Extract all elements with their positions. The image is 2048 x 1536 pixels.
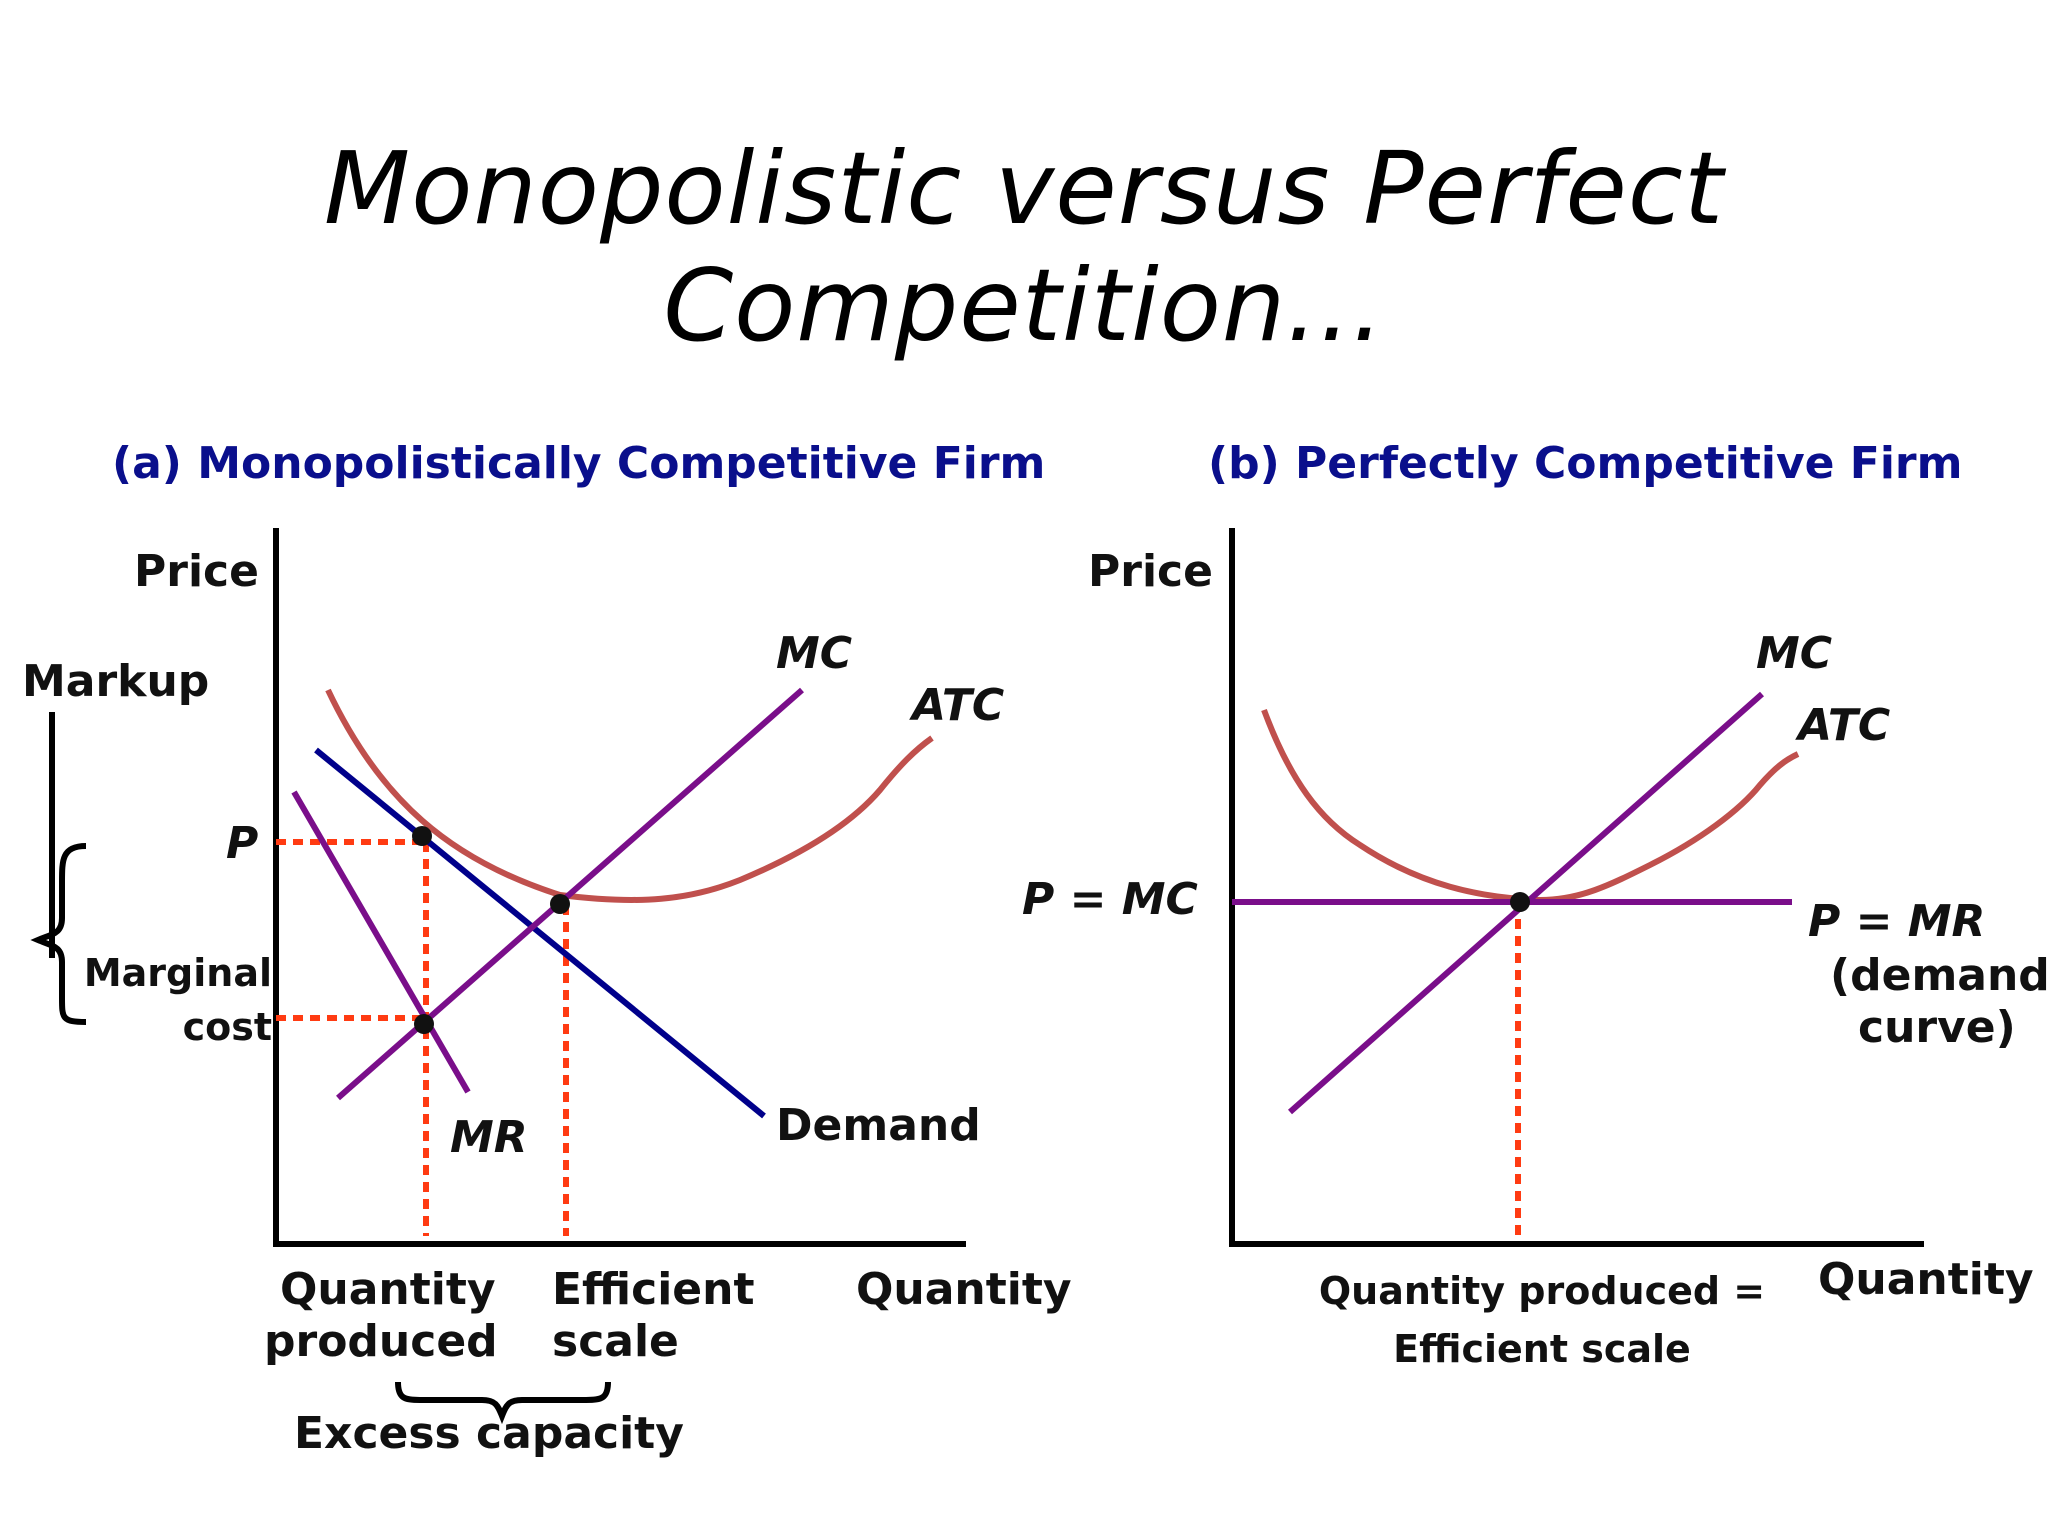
marginal-cost-label-line1: Marginal: [84, 951, 272, 995]
p-equals-mc-label: P = MC: [1022, 874, 1198, 925]
qty-produced-label-line1: Quantity produced =: [1319, 1269, 1765, 1313]
equilibrium-point: [1510, 892, 1530, 912]
mr-curve: [291, 790, 471, 1094]
panel-b-y-axis-label: Price: [1088, 546, 1213, 597]
atc-curve: [325, 688, 934, 903]
mc-label: MC: [776, 628, 852, 679]
qty-produced-label-line2: Efficient scale: [1393, 1327, 1691, 1371]
panel-b: (b) Perfectly Competitive Firm Price MC …: [1022, 438, 2048, 1371]
panel-a: (a) Monopolistically Competitive Firm Pr…: [22, 438, 1072, 1459]
slide-title: Monopolistic versus Perfect Competition.…: [323, 130, 1725, 364]
mc-label: MC: [1756, 628, 1832, 679]
mr-label: MR: [450, 1112, 528, 1163]
qty-produced-label-line1: Quantity: [280, 1264, 496, 1315]
efficient-scale-label-line2: scale: [552, 1316, 679, 1367]
demand-note-line2: curve): [1858, 1002, 2016, 1053]
panel-a-title: (a) Monopolistically Competitive Firm: [112, 438, 1045, 489]
atc-minimum-point: [550, 894, 570, 914]
panel-b-title: (b) Perfectly Competitive Firm: [1208, 438, 1962, 489]
price-label: P: [226, 818, 258, 869]
atc-label: ATC: [1795, 700, 1890, 751]
panel-a-y-axis-label: Price: [134, 546, 259, 597]
markup-curly-brace-icon: [30, 843, 87, 1025]
excess-capacity-label: Excess capacity: [294, 1408, 684, 1459]
p-equals-mr-label: P = MR: [1808, 896, 1985, 947]
mc-curve: [336, 687, 804, 1101]
demand-curve: [314, 747, 766, 1119]
excess-capacity-brace-icon: [395, 1381, 611, 1425]
mr-mc-intersection-point: [414, 1014, 434, 1034]
panel-b-x-axis-label: Quantity: [1818, 1254, 2034, 1305]
price-demand-point: [412, 826, 432, 846]
marginal-cost-label-line2: cost: [183, 1005, 272, 1049]
atc-label: ATC: [909, 680, 1004, 731]
qty-produced-label-line2: produced: [264, 1316, 498, 1367]
demand-label: Demand: [776, 1100, 981, 1151]
efficient-scale-label-line1: Efficient: [552, 1264, 755, 1315]
markup-label: Markup: [22, 656, 209, 707]
demand-note-line1: (demand: [1830, 950, 2048, 1001]
panel-a-x-axis-label: Quantity: [856, 1264, 1072, 1315]
atc-curve: [1261, 708, 1800, 904]
